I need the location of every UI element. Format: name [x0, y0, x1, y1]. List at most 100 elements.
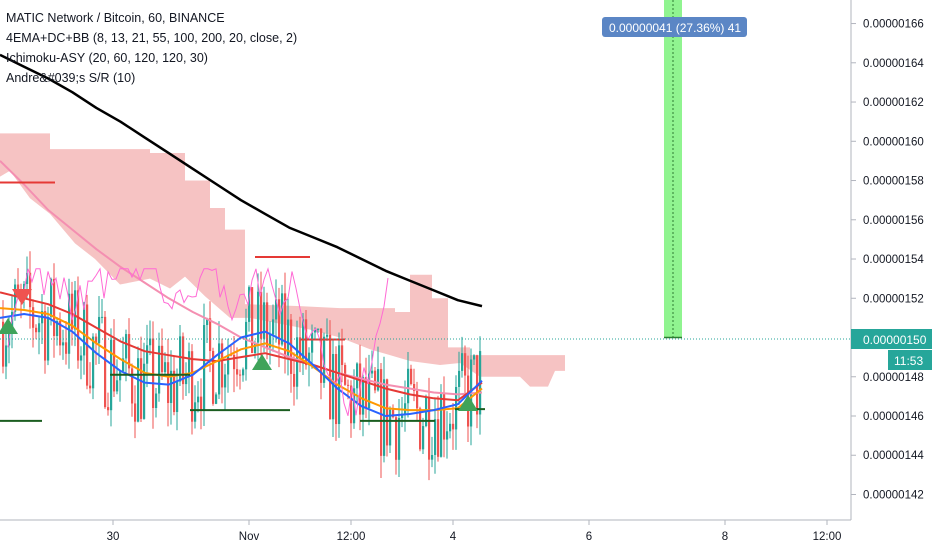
candle-body — [149, 338, 152, 346]
candle-body — [299, 337, 302, 359]
candle-body — [350, 385, 353, 424]
candle-body — [263, 302, 266, 339]
x-tick-label: 6 — [586, 531, 592, 543]
candle-body — [14, 284, 17, 312]
x-tick-label: 8 — [722, 531, 728, 543]
candle-body — [341, 345, 344, 365]
time-axis[interactable]: 30 Nov 12:00 4 6 8 12:00 — [0, 519, 851, 543]
indicator-ema-dc-bb[interactable]: 4EMA+DC+BB (8, 13, 21, 55, 100, 200, 20,… — [6, 31, 298, 45]
candle-body — [5, 345, 8, 367]
candle-body — [377, 369, 380, 391]
y-tick-label: 0.00000148 — [863, 372, 924, 384]
candle-body — [473, 355, 476, 360]
candle-body — [77, 290, 80, 361]
candle-body — [251, 287, 254, 354]
candle-body — [254, 342, 257, 354]
indicator-sr[interactable]: Andre&#039;s S/R (10) — [6, 71, 136, 85]
candle-body — [44, 311, 47, 361]
candle-body — [389, 409, 392, 446]
y-tick-label: 0.00000146 — [863, 411, 924, 423]
candle-body — [335, 354, 338, 425]
y-tick-label: 0.00000162 — [863, 97, 924, 109]
candle-body — [167, 362, 170, 403]
candle-body — [284, 293, 287, 357]
y-tick-label: 0.00000142 — [863, 489, 924, 501]
indicator-lines — [0, 53, 485, 422]
candle-body — [386, 379, 389, 446]
candle-body — [380, 369, 383, 456]
candle-body — [197, 396, 200, 403]
candle-body — [362, 377, 365, 415]
y-tick-label: 0.00000144 — [863, 450, 924, 462]
candle-body — [245, 321, 248, 370]
candle-body — [101, 316, 104, 318]
candle-body — [353, 388, 356, 424]
candle-body — [383, 379, 386, 456]
y-tick-label: 0.00000154 — [863, 254, 924, 266]
ichimoku-cloud — [0, 133, 565, 387]
candle-body — [401, 413, 404, 419]
candle-body — [56, 321, 59, 337]
candle-body — [278, 299, 281, 345]
candle-body — [215, 394, 218, 404]
candle-body — [326, 334, 329, 337]
x-tick-label: Nov — [239, 531, 260, 543]
candle-body — [290, 319, 293, 374]
y-tick-label: 0.00000160 — [863, 136, 924, 148]
candle-body — [422, 426, 425, 450]
candle-body — [131, 368, 134, 404]
candle-body — [233, 354, 236, 370]
candle-body — [443, 394, 446, 440]
candle-body — [293, 373, 296, 387]
indicator-ichimoku[interactable]: Ichimoku-ASY (20, 60, 120, 120, 30) — [6, 51, 208, 65]
candle-body — [89, 385, 92, 389]
candle-body — [464, 353, 467, 376]
candle-body — [281, 293, 284, 345]
candle-body — [275, 299, 278, 320]
candle-body — [146, 345, 149, 364]
y-tick-label: 0.00000158 — [863, 176, 924, 188]
candle-body — [440, 394, 443, 457]
measure-zone[interactable] — [664, 0, 682, 339]
candle-body — [2, 321, 5, 367]
candle-body — [368, 373, 371, 409]
candle-body — [218, 343, 221, 395]
chart-legend: MATIC Network / Bitcoin, 60, BINANCE 4EM… — [6, 8, 297, 88]
countdown-tag: 11:53 — [888, 350, 932, 370]
markers — [0, 289, 478, 411]
candle-body — [26, 272, 29, 284]
candle-body — [212, 350, 215, 404]
candle-body — [122, 358, 125, 372]
candle-body — [11, 311, 14, 334]
x-tick-label: 12:00 — [337, 531, 366, 543]
candle-body — [236, 369, 239, 375]
candle-body — [305, 319, 308, 366]
candle-body — [179, 336, 182, 382]
candle-body — [38, 323, 41, 333]
candle-body — [185, 375, 188, 385]
candle-body — [92, 336, 95, 389]
candle-body — [239, 374, 242, 376]
last-price-tag: 0.00000150 — [851, 329, 932, 349]
candle-body — [266, 302, 269, 348]
candle-body — [128, 334, 131, 369]
candle-body — [80, 355, 83, 361]
candle-body — [314, 329, 317, 333]
candle-body — [200, 396, 203, 410]
symbol-title[interactable]: MATIC Network / Bitcoin, 60, BINANCE — [6, 11, 225, 25]
candle-body — [419, 408, 422, 450]
candle-body — [395, 417, 398, 460]
candle-body — [308, 352, 311, 366]
series-line — [0, 313, 483, 417]
candle-body — [134, 403, 137, 422]
candle-body — [194, 402, 197, 422]
candle-body — [164, 362, 167, 373]
candle-body — [137, 358, 140, 422]
countdown-label: 11:53 — [894, 354, 923, 368]
candle-body — [446, 431, 449, 440]
candle-body — [398, 418, 401, 460]
candle-body — [176, 381, 179, 413]
y-tick-label: 0.00000152 — [863, 293, 924, 305]
candle-body — [161, 345, 164, 373]
